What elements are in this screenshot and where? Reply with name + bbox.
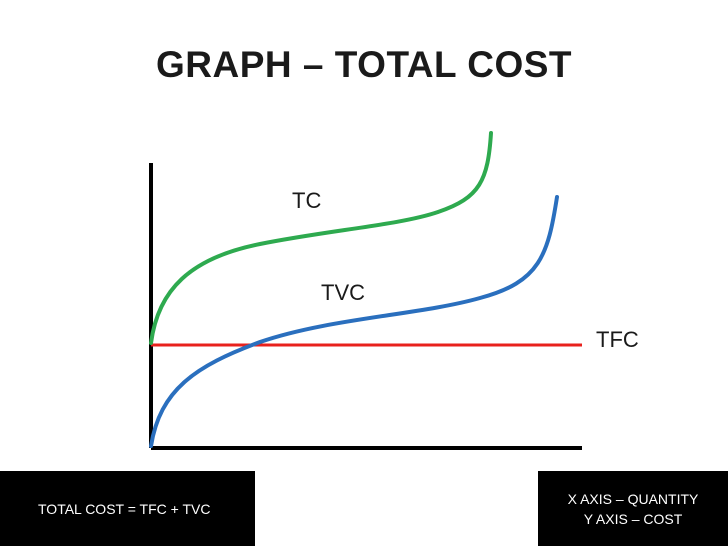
formula-box: TOTAL COST = TFC + TVC — [0, 471, 255, 546]
tc-curve — [149, 131, 493, 345]
slide-title: GRAPH – TOTAL COST — [155, 44, 573, 85]
axes — [149, 163, 582, 450]
formula-text: TOTAL COST = TFC + TVC — [38, 500, 211, 517]
y-axis-note: Y AXIS – COST — [583, 510, 683, 527]
x-axis-note: X AXIS – QUANTITY — [567, 490, 699, 507]
tvc-label: TVC — [321, 280, 365, 305]
tvc-curve — [149, 195, 559, 448]
axes-note-box: X AXIS – QUANTITY Y AXIS – COST — [538, 471, 728, 546]
tc-label: TC — [292, 188, 321, 213]
tfc-label: TFC — [596, 327, 639, 352]
